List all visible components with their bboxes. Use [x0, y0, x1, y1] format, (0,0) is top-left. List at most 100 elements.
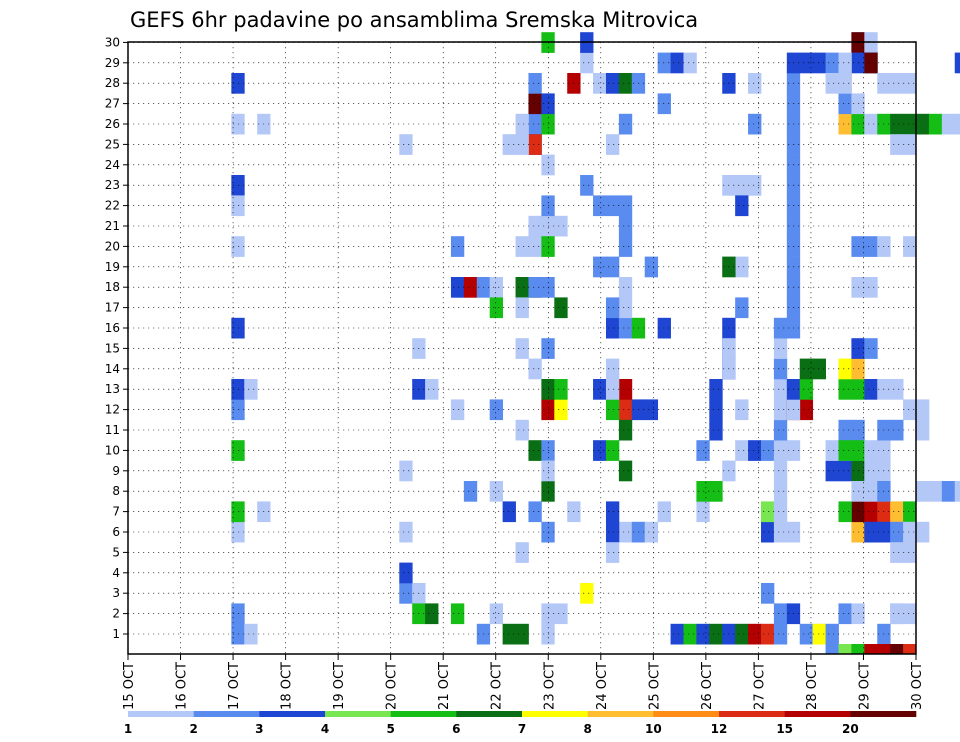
heatmap-cell	[463, 277, 478, 298]
heatmap-cell	[864, 440, 878, 461]
heatmap-cell	[399, 521, 413, 543]
heatmap-cell	[554, 379, 568, 400]
heatmap-cell	[605, 521, 620, 543]
colorbar-segment	[587, 711, 654, 717]
heatmap-cell	[903, 236, 917, 257]
y-tick-label: 22	[105, 199, 120, 213]
y-tick-label: 9	[112, 464, 120, 478]
heatmap-cell	[773, 481, 788, 502]
y-tick-label: 24	[105, 158, 120, 172]
heatmap-cell	[425, 379, 439, 400]
heatmap-cell	[502, 501, 516, 523]
heatmap-cell	[916, 521, 930, 543]
x-tick-label: 24 OCT	[595, 662, 610, 710]
heatmap-cell	[799, 358, 814, 380]
heatmap-cell	[618, 215, 633, 237]
y-tick-label: 29	[105, 56, 120, 70]
heatmap-cell	[890, 134, 904, 155]
y-tick-label: 19	[105, 260, 120, 274]
x-tick-label: 25 OCT	[647, 662, 662, 710]
heatmap-cell	[618, 379, 633, 400]
heatmap-cell	[799, 379, 814, 400]
heatmap-cell	[515, 297, 529, 319]
heatmap-cell	[864, 481, 878, 502]
heatmap-cell	[928, 113, 943, 135]
heatmap-cell	[916, 419, 930, 441]
heatmap-cell	[618, 113, 633, 135]
heatmap-cell	[593, 440, 607, 461]
heatmap-cell	[605, 501, 620, 523]
x-tick-label: 23 OCT	[542, 662, 557, 710]
heatmap-cell	[864, 501, 878, 523]
y-tick-label: 8	[112, 484, 120, 498]
heatmap-cell	[605, 542, 620, 563]
heatmap-cell	[838, 358, 852, 380]
heatmap-cell	[748, 73, 762, 94]
y-tick-label: 23	[105, 178, 120, 192]
colorbar-segment	[456, 711, 523, 717]
x-tick-label: 20 OCT	[385, 662, 400, 710]
colorbar-label: 5	[386, 722, 394, 736]
heatmap-cell	[489, 277, 504, 298]
heatmap-cell	[773, 460, 788, 482]
heatmap-cell	[825, 623, 839, 645]
colorbar-label: 10	[645, 722, 662, 736]
x-axis-ticks: 15 OCT 16 OCT 17 OCT 18 OCT 19 OCT 20 OCT 21 O…	[122, 654, 925, 710]
heatmap-cell	[916, 113, 930, 135]
heatmap-cell	[941, 113, 956, 135]
bottom-strip	[825, 644, 917, 654]
heatmap-cell	[812, 358, 826, 380]
heatmap-cell	[890, 419, 904, 441]
colorbar-label: 2	[189, 722, 197, 736]
y-tick-label: 6	[112, 525, 120, 539]
heatmap-cell	[864, 338, 878, 359]
heatmap-cell	[450, 603, 465, 625]
x-tick-label: 15 OCT	[122, 662, 137, 710]
strip-cell	[825, 644, 839, 654]
heatmap-cell	[890, 379, 904, 400]
heatmap-cell	[528, 358, 542, 380]
heatmap-cell	[735, 440, 749, 461]
y-tick-label: 4	[112, 566, 120, 580]
heatmap-cell	[425, 603, 439, 625]
heatmap-cell	[903, 73, 917, 94]
colorbar-segment	[390, 711, 457, 717]
heatmap-cell	[489, 399, 504, 421]
heatmap-cell	[773, 603, 788, 625]
heatmap-cell	[502, 134, 516, 155]
heatmap-cell	[502, 623, 516, 645]
heatmap-cell	[657, 93, 671, 115]
heatmap-cell	[916, 399, 930, 421]
heatmap-cell	[735, 623, 749, 645]
heatmap-cell	[760, 501, 775, 523]
heatmap-cell	[838, 419, 852, 441]
heatmap-cell	[773, 379, 788, 400]
heatmap-cell	[773, 317, 788, 339]
y-tick-label: 16	[105, 321, 120, 335]
heatmap-cell	[618, 521, 633, 543]
heatmap-cell	[890, 73, 904, 94]
x-tick-label: 28 OCT	[805, 662, 820, 710]
heatmap-cell	[903, 603, 917, 625]
heatmap-cell	[554, 215, 568, 237]
colorbar-label: 7	[518, 722, 526, 736]
heatmap-cell	[760, 521, 775, 543]
heatmap-cell	[644, 256, 659, 278]
heatmap-cell	[593, 256, 607, 278]
heatmap-cell	[773, 419, 788, 441]
heatmap-cell	[864, 52, 878, 74]
heatmap-cell	[864, 379, 878, 400]
heatmap-cell	[838, 460, 852, 482]
y-tick-label: 30	[105, 35, 120, 49]
x-tick-label: 21 OCT	[437, 662, 452, 710]
heatmap-cell	[954, 481, 960, 502]
y-tick-label: 2	[112, 607, 120, 621]
heatmap-cell	[489, 481, 504, 502]
heatmap-cell	[670, 623, 684, 645]
heatmap-cell	[903, 542, 917, 563]
y-tick-label: 13	[105, 382, 120, 396]
heatmap-cell	[605, 73, 620, 94]
y-tick-label: 5	[112, 545, 120, 559]
heatmap-cell	[450, 277, 465, 298]
heatmap-cell	[773, 440, 788, 461]
